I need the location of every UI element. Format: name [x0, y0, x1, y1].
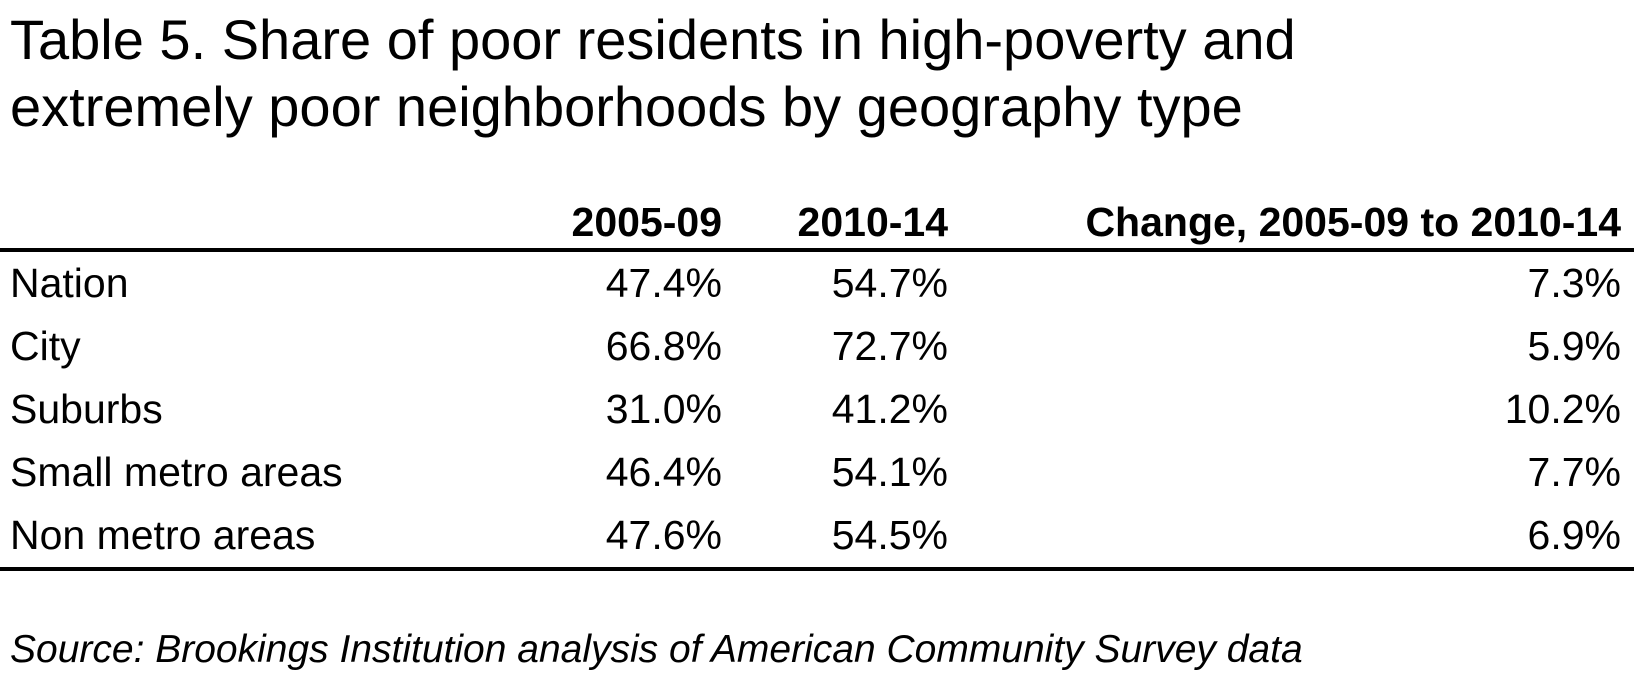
value-2010-14: 41.2% — [831, 386, 948, 432]
table-row: Non metro areas 47.6% 54.5% 6.9% — [0, 504, 1634, 569]
row-label: Suburbs — [10, 386, 163, 432]
col-header-2005-09: 2005-09 — [571, 199, 722, 245]
value-2010-14: 54.7% — [831, 260, 948, 306]
row-label: Small metro areas — [10, 449, 343, 495]
title-line-1: Table 5. Share of poor residents in high… — [10, 8, 1296, 71]
value-change: 10.2% — [1504, 386, 1621, 432]
header-row: 2005-09 2010-14 Change, 2005-09 to 2010-… — [0, 190, 1634, 250]
table-row: Suburbs 31.0% 41.2% 10.2% — [0, 378, 1634, 441]
table-row: Nation 47.4% 54.7% 7.3% — [0, 250, 1634, 315]
col-header-change: Change, 2005-09 to 2010-14 — [1085, 199, 1621, 245]
value-change: 5.9% — [1527, 323, 1621, 369]
value-2010-14: 54.5% — [831, 512, 948, 558]
value-change: 7.3% — [1527, 260, 1621, 306]
col-header-2010-14: 2010-14 — [797, 199, 948, 245]
value-change: 7.7% — [1527, 449, 1621, 495]
value-2005-09: 66.8% — [605, 323, 722, 369]
value-change: 6.9% — [1527, 512, 1621, 558]
row-label: City — [10, 323, 81, 369]
row-label: Nation — [10, 260, 129, 306]
source-note: Source: Brookings Institution analysis o… — [10, 628, 1303, 671]
table-title: Table 5. Share of poor residents in high… — [10, 6, 1296, 140]
value-2010-14: 54.1% — [831, 449, 948, 495]
value-2005-09: 46.4% — [605, 449, 722, 495]
title-line-2: extremely poor neighborhoods by geograph… — [10, 75, 1243, 138]
value-2005-09: 31.0% — [605, 386, 722, 432]
value-2010-14: 72.7% — [831, 323, 948, 369]
table-row: City 66.8% 72.7% 5.9% — [0, 315, 1634, 378]
value-2005-09: 47.4% — [605, 260, 722, 306]
value-2005-09: 47.6% — [605, 512, 722, 558]
data-table: 2005-09 2010-14 Change, 2005-09 to 2010-… — [0, 190, 1634, 571]
row-label: Non metro areas — [10, 512, 316, 558]
table-row: Small metro areas 46.4% 54.1% 7.7% — [0, 441, 1634, 504]
